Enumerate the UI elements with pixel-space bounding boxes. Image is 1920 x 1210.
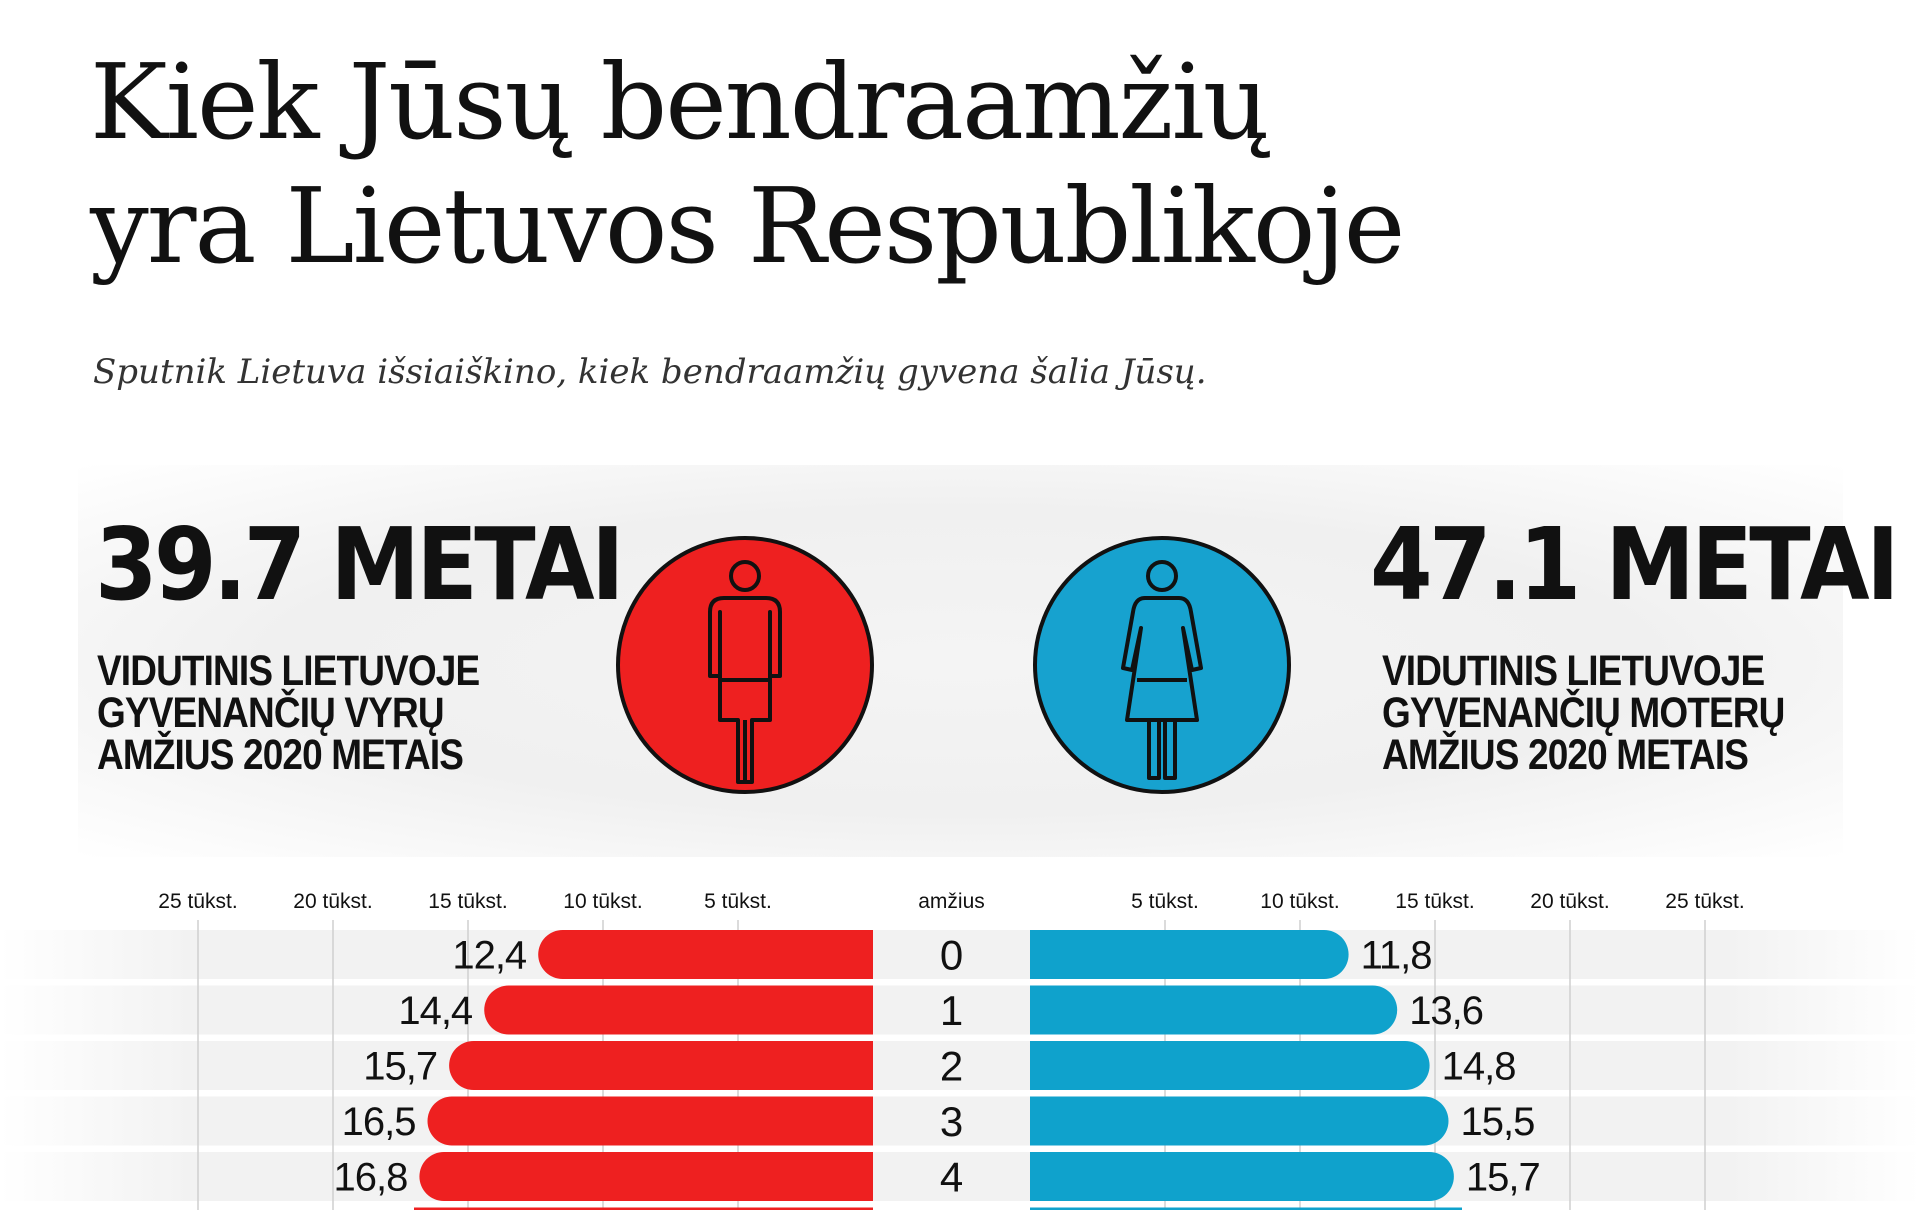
chart-tick-label-right: 5 tūkst. xyxy=(1131,890,1199,913)
chart-data-label-men: 16,5 xyxy=(342,1100,416,1144)
men-average-age: 39.7 METAI xyxy=(95,506,625,623)
chart-category-label: 0 xyxy=(940,932,963,979)
man-icon xyxy=(708,560,782,784)
title-line-1: Kiek Jūsų bendraamžių xyxy=(90,41,1270,163)
chart-tick-label-left: 10 tūkst. xyxy=(563,890,642,913)
chart-tick-label-left: 25 tūkst. xyxy=(158,890,237,913)
chart-tick-label-right: 25 tūkst. xyxy=(1665,890,1744,913)
chart-tick-label-right: 15 tūkst. xyxy=(1395,890,1474,913)
chart-data-label-women: 15,5 xyxy=(1461,1100,1535,1144)
woman-icon-circle xyxy=(1033,536,1291,794)
chart-row-background xyxy=(0,985,1920,1035)
women-average-age: 47.1 METAI xyxy=(1370,506,1900,623)
chart-bar-men xyxy=(484,985,873,1035)
chart-category-label: 1 xyxy=(940,987,963,1034)
title-line-2: yra Lietuvos Respublikoje xyxy=(90,165,1405,287)
woman-icon xyxy=(1121,560,1203,780)
man-icon-circle xyxy=(616,536,874,794)
chart-row-background xyxy=(0,1152,1920,1201)
chart-row-background xyxy=(0,1041,1920,1090)
chart-data-label-women: 11,8 xyxy=(1361,934,1432,978)
average-age-panel xyxy=(78,465,1843,857)
chart-data-label-women: 13,6 xyxy=(1409,989,1483,1033)
chart-row-background xyxy=(0,1096,1920,1146)
chart-bar-men xyxy=(538,930,873,979)
chart-tick-label-left: 5 tūkst. xyxy=(704,890,772,913)
chart-center-axis-label: amžius xyxy=(918,890,985,913)
chart-tick-label-left: 20 tūkst. xyxy=(293,890,372,913)
subtitle: Sputnik Lietuva išsiaiškino, kiek bendra… xyxy=(93,352,1207,392)
chart-category-label: 3 xyxy=(940,1098,963,1145)
men-average-age-description: VIDUTINIS LIETUVOJE GYVENANČIŲ VYRŲ AMŽI… xyxy=(97,647,480,779)
chart-bar-men xyxy=(419,1152,873,1201)
chart-bar-women-partial xyxy=(1030,1207,1462,1210)
chart-bar-women xyxy=(1030,985,1398,1035)
chart-bar-women xyxy=(1030,1152,1454,1201)
chart-row-background xyxy=(0,930,1920,979)
chart-tick-label-right: 20 tūkst. xyxy=(1530,890,1609,913)
chart-bar-women xyxy=(1030,930,1349,979)
chart-bar-men xyxy=(427,1096,873,1146)
chart-data-label-men: 15,7 xyxy=(363,1045,437,1089)
page-title: Kiek Jūsų bendraamžių yra Lietuvos Respu… xyxy=(90,40,1850,288)
chart-data-label-men: 16,8 xyxy=(334,1156,408,1200)
chart-tick-label-right: 10 tūkst. xyxy=(1260,890,1339,913)
chart-data-label-men: 12,4 xyxy=(452,934,527,978)
chart-data-label-men: 14,4 xyxy=(398,989,473,1033)
chart-category-label: 4 xyxy=(940,1154,963,1201)
chart-data-label-women: 15,7 xyxy=(1466,1156,1540,1200)
chart-data-label-women: 14,8 xyxy=(1442,1045,1516,1089)
chart-bar-men xyxy=(449,1041,873,1090)
women-average-age-description: VIDUTINIS LIETUVOJE GYVENANČIŲ MOTERŲ AM… xyxy=(1382,647,1785,779)
chart-bar-women xyxy=(1030,1096,1449,1146)
chart-bar-women xyxy=(1030,1041,1430,1090)
chart-bar-men-partial xyxy=(414,1207,873,1210)
age-population-chart: 5 tūkst. 5 tūkst. 10 tūkst. 10 tūkst. 15 tūk… xyxy=(0,890,1920,1210)
chart-tick-label-left: 15 tūkst. xyxy=(428,890,507,913)
chart-category-label: 2 xyxy=(940,1043,963,1090)
